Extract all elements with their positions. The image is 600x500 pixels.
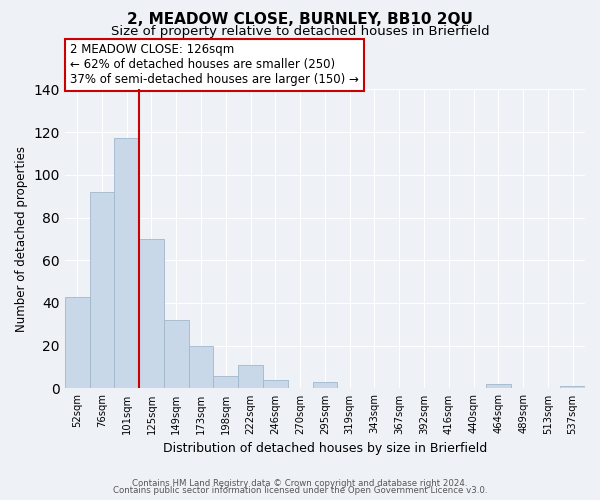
Text: Size of property relative to detached houses in Brierfield: Size of property relative to detached ho…: [110, 25, 490, 38]
Text: Contains public sector information licensed under the Open Government Licence v3: Contains public sector information licen…: [113, 486, 487, 495]
Y-axis label: Number of detached properties: Number of detached properties: [15, 146, 28, 332]
Bar: [65, 296, 89, 388]
Bar: [139, 239, 164, 388]
Bar: [486, 384, 511, 388]
Bar: [560, 386, 585, 388]
Bar: [214, 376, 238, 388]
Text: 2 MEADOW CLOSE: 126sqm
← 62% of detached houses are smaller (250)
37% of semi-de: 2 MEADOW CLOSE: 126sqm ← 62% of detached…: [70, 44, 359, 86]
Bar: [238, 365, 263, 388]
Bar: [188, 346, 214, 389]
X-axis label: Distribution of detached houses by size in Brierfield: Distribution of detached houses by size …: [163, 442, 487, 455]
Text: Contains HM Land Registry data © Crown copyright and database right 2024.: Contains HM Land Registry data © Crown c…: [132, 478, 468, 488]
Text: 2, MEADOW CLOSE, BURNLEY, BB10 2QU: 2, MEADOW CLOSE, BURNLEY, BB10 2QU: [127, 12, 473, 28]
Bar: [263, 380, 288, 388]
Bar: [164, 320, 188, 388]
Bar: [115, 138, 139, 388]
Bar: [89, 192, 115, 388]
Bar: [313, 382, 337, 388]
